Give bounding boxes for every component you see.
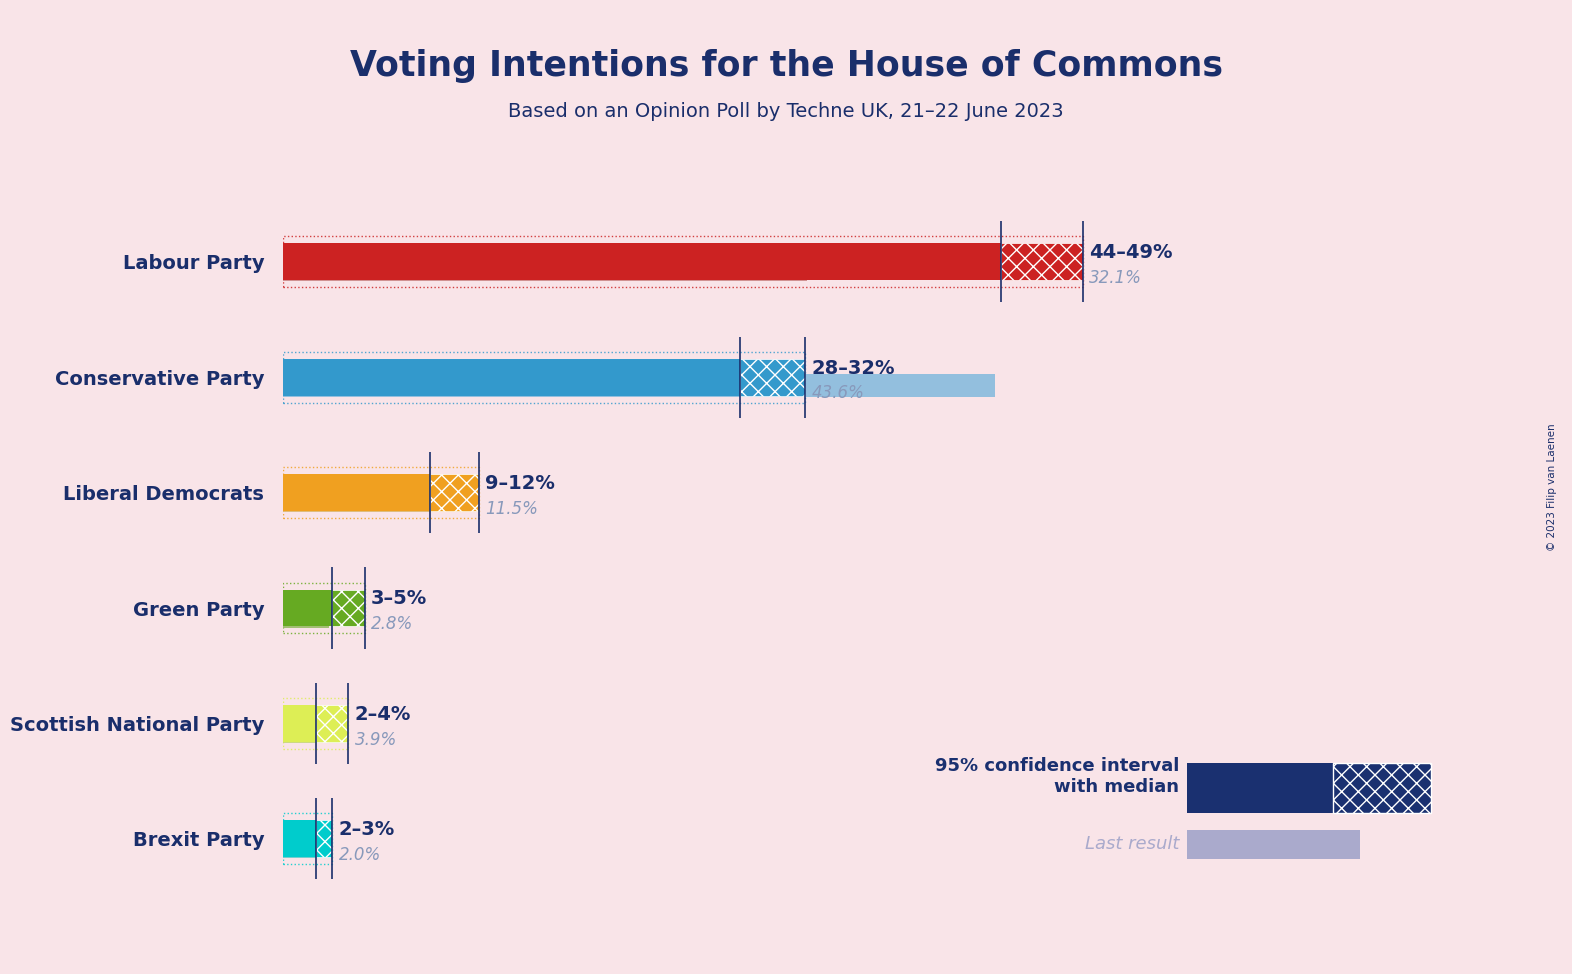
- Bar: [283, 720, 346, 743]
- Text: 3.9%: 3.9%: [355, 730, 398, 749]
- Bar: [316, 820, 332, 857]
- Bar: [316, 705, 349, 742]
- Text: 28–32%: 28–32%: [811, 358, 896, 378]
- Text: © 2023 Filip van Laenen: © 2023 Filip van Laenen: [1547, 423, 1556, 551]
- Text: 44–49%: 44–49%: [1089, 244, 1173, 262]
- Bar: [740, 358, 805, 395]
- Text: Last result: Last result: [1085, 836, 1179, 853]
- Bar: [283, 589, 332, 626]
- Bar: [283, 244, 1001, 281]
- Text: 2–4%: 2–4%: [355, 704, 412, 724]
- Bar: [283, 358, 740, 395]
- Bar: [1001, 244, 1083, 281]
- Bar: [283, 582, 365, 633]
- Text: 2–3%: 2–3%: [338, 820, 395, 839]
- Bar: [283, 258, 806, 281]
- Bar: [283, 605, 329, 627]
- Bar: [283, 813, 332, 864]
- Text: 2.8%: 2.8%: [371, 616, 413, 633]
- Bar: [283, 237, 1083, 287]
- Bar: [283, 374, 995, 396]
- Text: 9–12%: 9–12%: [486, 474, 555, 493]
- Text: Based on an Opinion Poll by Techne UK, 21–22 June 2023: Based on an Opinion Poll by Techne UK, 2…: [508, 102, 1064, 122]
- Bar: [283, 698, 349, 749]
- Bar: [283, 489, 470, 512]
- Text: 2.0%: 2.0%: [338, 845, 380, 864]
- Bar: [283, 836, 316, 858]
- Text: 3–5%: 3–5%: [371, 589, 428, 609]
- Bar: [429, 474, 479, 511]
- Text: 11.5%: 11.5%: [486, 500, 538, 518]
- Bar: [283, 352, 805, 402]
- Text: 43.6%: 43.6%: [811, 385, 865, 402]
- Bar: [332, 589, 365, 626]
- Text: 95% confidence interval
with median: 95% confidence interval with median: [935, 757, 1179, 796]
- Text: Voting Intentions for the House of Commons: Voting Intentions for the House of Commo…: [349, 49, 1223, 83]
- Bar: [283, 474, 429, 511]
- Bar: [283, 705, 316, 742]
- Text: 32.1%: 32.1%: [1089, 269, 1143, 287]
- Bar: [283, 820, 316, 857]
- Bar: [283, 468, 479, 518]
